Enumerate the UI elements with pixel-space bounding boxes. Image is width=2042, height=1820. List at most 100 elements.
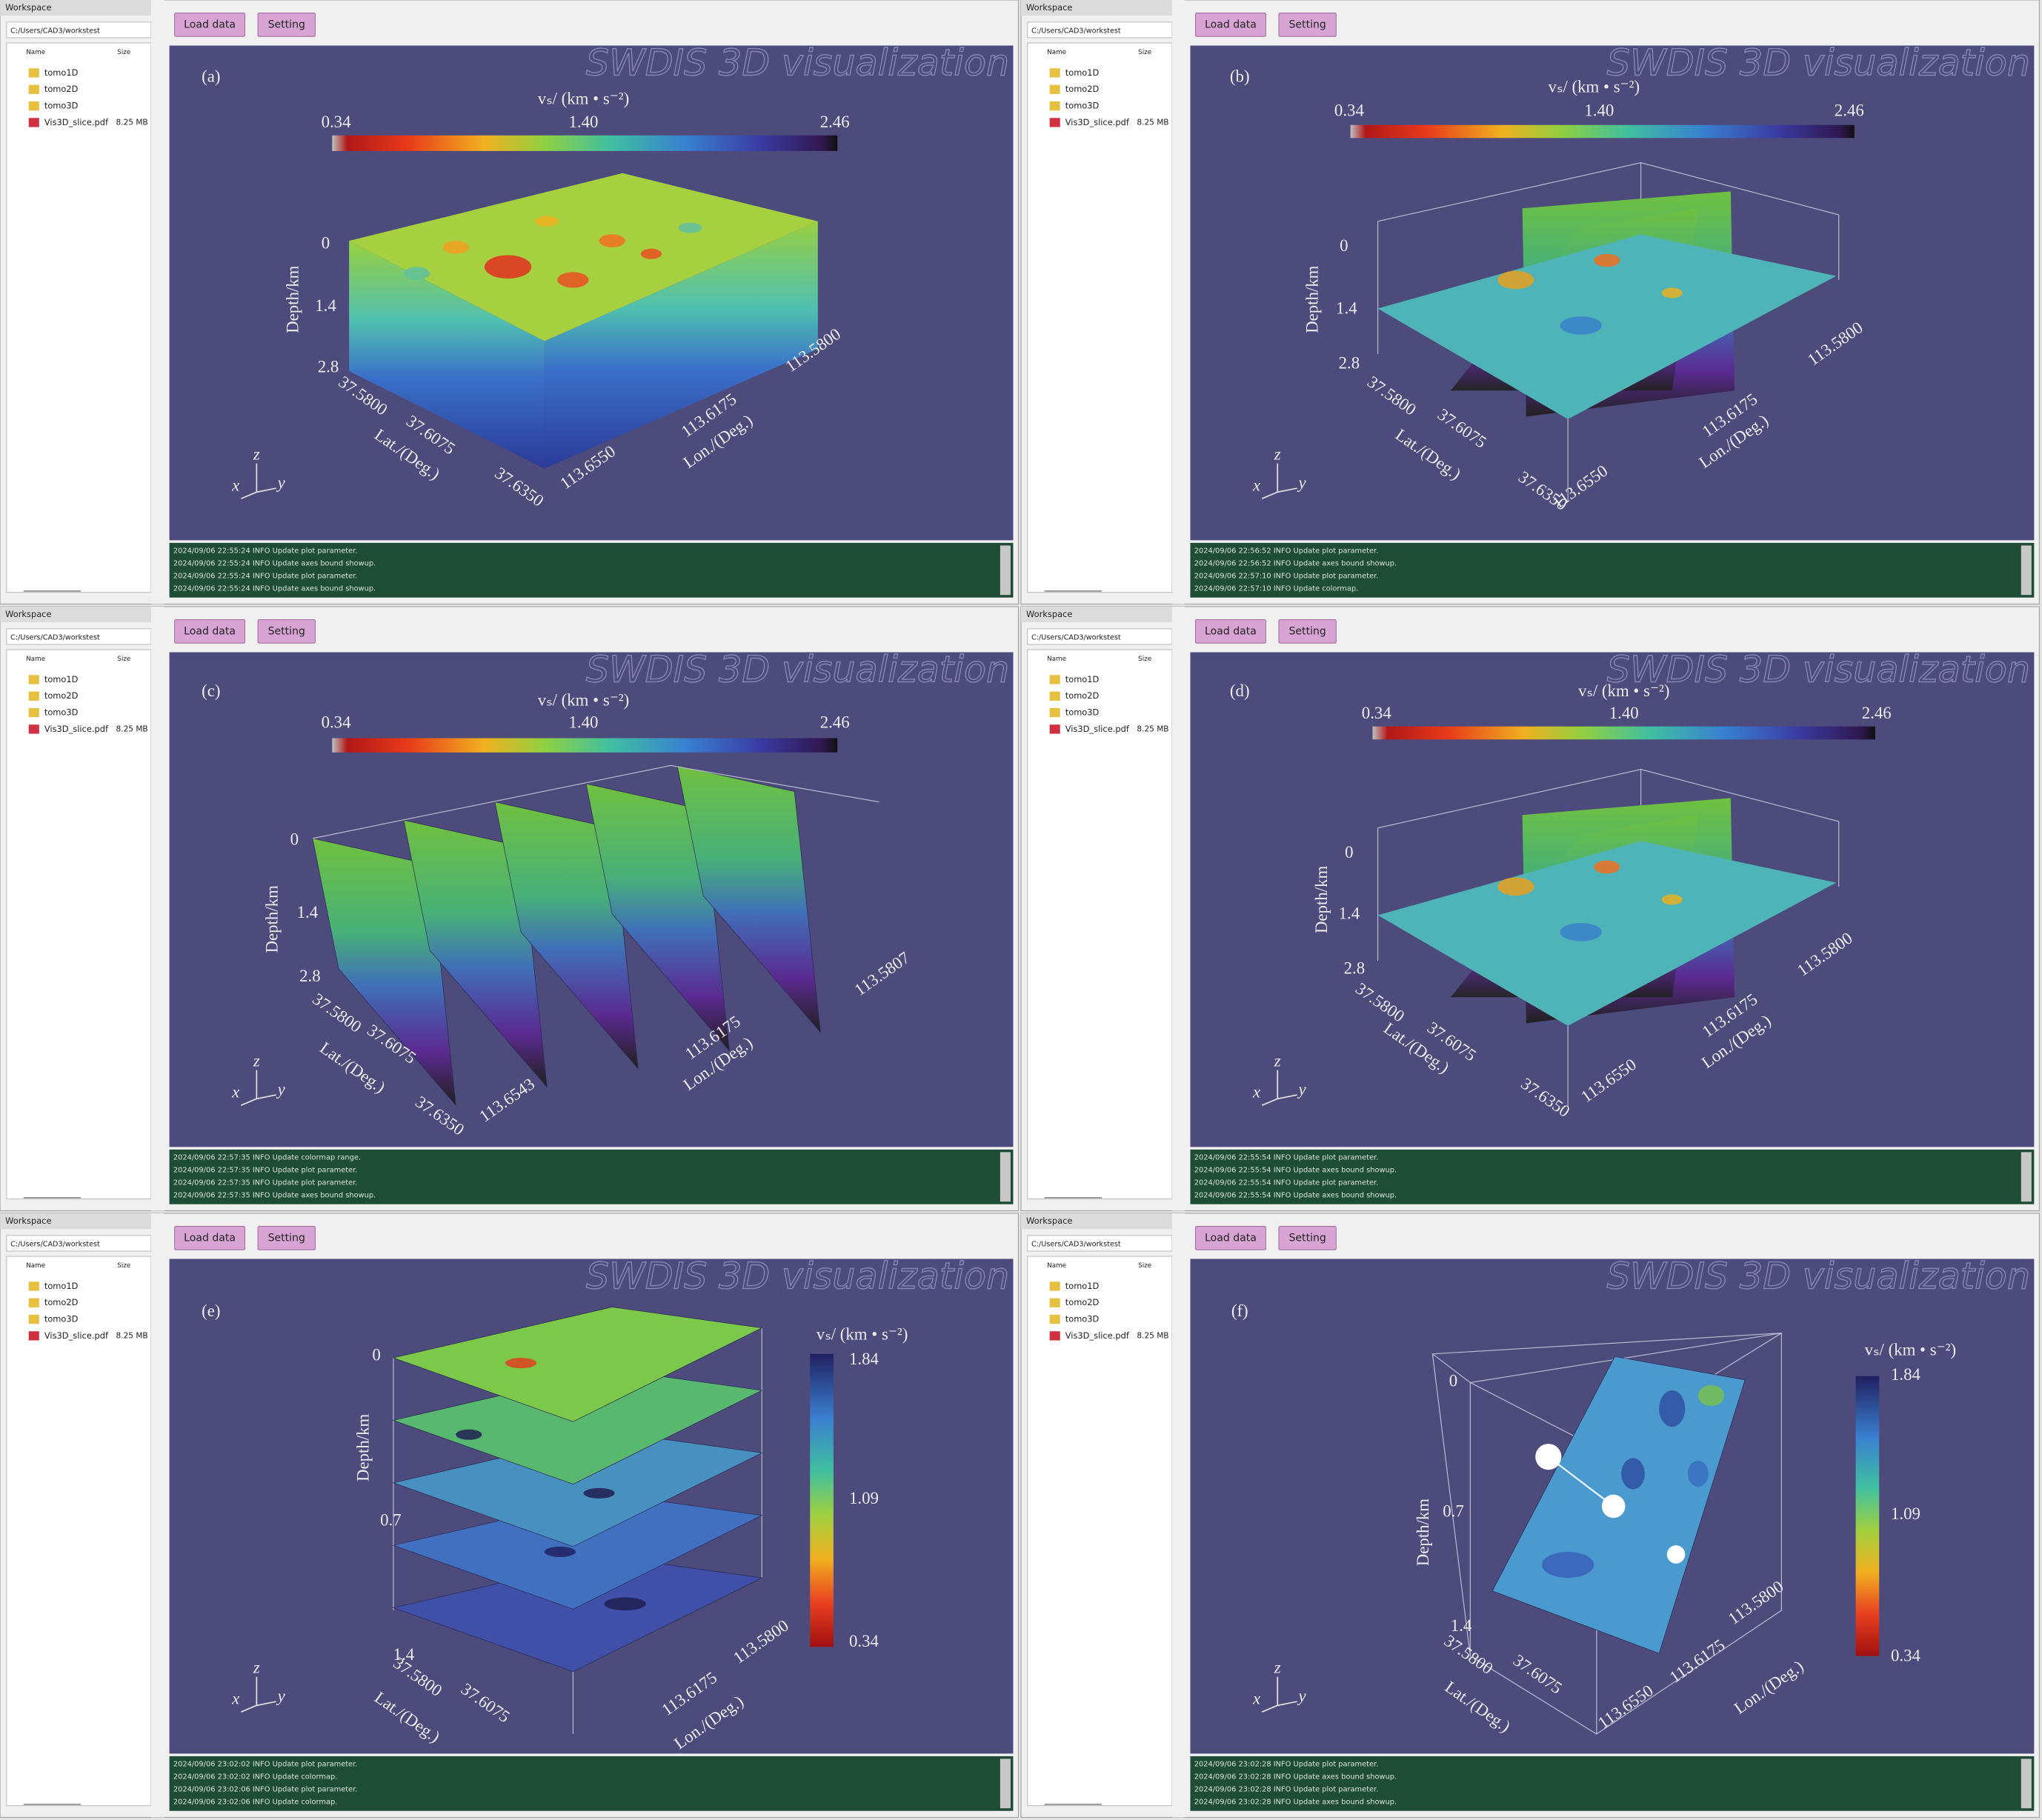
tree-item[interactable]: tomo1D <box>1065 1281 1100 1291</box>
file-tree <box>1027 42 1173 593</box>
toolbar-button[interactable] <box>257 13 316 37</box>
depth-tick-label: 2.8 <box>1339 353 1360 372</box>
triad-label: y <box>1297 1080 1307 1099</box>
folder-icon <box>28 1314 39 1324</box>
file-tree <box>6 1256 152 1807</box>
depth-tick-label: 0 <box>290 830 299 849</box>
tree-item[interactable]: tomo1D <box>1065 67 1100 78</box>
tree-item[interactable]: tomo1D <box>1065 674 1100 684</box>
workspace-title: Workspace <box>5 2 51 13</box>
tree-item[interactable]: Vis3D_slice.pdf <box>44 724 109 734</box>
tree-item[interactable]: tomo2D <box>1065 690 1100 701</box>
toolbar-button[interactable] <box>1278 13 1337 37</box>
toolbar-button-label[interactable]: Setting <box>268 19 305 30</box>
toolbar-button[interactable] <box>257 619 316 644</box>
tree-item[interactable]: tomo2D <box>44 84 79 94</box>
toolbar-button-label[interactable]: Setting <box>268 1232 305 1244</box>
colorbar-tick-label: 1.40 <box>568 113 598 131</box>
tree-item[interactable]: Vis3D_slice.pdf <box>1065 117 1130 127</box>
toolbar-button[interactable] <box>1194 13 1266 37</box>
panel-label: (e) <box>202 1301 220 1320</box>
colorbar-tick-label: 0.34 <box>849 1632 879 1650</box>
toolbar-button[interactable] <box>1278 619 1337 644</box>
log-console <box>169 542 1014 598</box>
tree-item[interactable]: tomo2D <box>44 690 79 701</box>
tree-item[interactable]: tomo3D <box>1065 101 1100 111</box>
tree-item[interactable]: tomo2D <box>44 1297 79 1307</box>
triad-y <box>256 1701 276 1707</box>
toolbar-button-label[interactable]: Setting <box>1289 1232 1326 1244</box>
tree-item[interactable]: Vis3D_slice.pdf <box>44 117 109 127</box>
anomaly <box>1621 1458 1645 1490</box>
file-icon <box>28 724 39 734</box>
watermark: SWDIS 3D visualization <box>586 41 1009 84</box>
triad-label: y <box>1297 473 1307 492</box>
toolbar-button[interactable] <box>257 1226 316 1250</box>
tree-item-size: 8.25 MB <box>1137 724 1168 733</box>
tree-item[interactable]: tomo3D <box>44 101 79 111</box>
toolbar-button[interactable] <box>174 619 246 644</box>
workspace-path: C:/Users/CAD3/workstest <box>10 633 100 641</box>
tree-item-size: 8.25 MB <box>1137 1331 1168 1340</box>
panel-label: (a) <box>202 67 220 86</box>
anomaly <box>1687 1460 1709 1487</box>
colorbar-tick-label: 0.34 <box>1891 1647 1921 1665</box>
toolbar-button[interactable] <box>174 13 246 37</box>
log-line: 2024/09/06 22:55:54 INFO Update axes bou… <box>1194 1192 1397 1200</box>
anomaly <box>544 1546 576 1557</box>
toolbar-button[interactable] <box>1278 1226 1337 1250</box>
folder-icon <box>1049 707 1060 718</box>
anomaly <box>678 222 702 233</box>
folder-icon <box>28 675 39 684</box>
tree-item[interactable]: tomo1D <box>44 1281 79 1291</box>
log-line: 2024/09/06 22:55:24 INFO Update plot par… <box>173 547 358 555</box>
tree-item[interactable]: tomo3D <box>1065 707 1100 718</box>
toolbar-button-label[interactable]: Load data <box>1205 19 1257 30</box>
anomaly <box>583 1487 615 1499</box>
toolbar-button[interactable] <box>1194 619 1266 644</box>
tree-item[interactable]: tomo1D <box>44 674 79 684</box>
log-line: 2024/09/06 22:57:10 INFO Update plot par… <box>1194 573 1379 581</box>
depth-axis-title: Depth/km <box>353 1413 372 1481</box>
model-left-face <box>349 241 545 469</box>
toolbar-button-label[interactable]: Setting <box>1289 19 1326 30</box>
log-line: 2024/09/06 22:57:35 INFO Update plot par… <box>173 1166 358 1174</box>
anomaly <box>1542 1551 1594 1579</box>
toolbar-button-label[interactable]: Load data <box>184 1232 236 1244</box>
depth-tick-label: 0 <box>1449 1372 1457 1390</box>
log-line: 2024/09/06 22:56:52 INFO Update plot par… <box>1194 547 1379 555</box>
tree-item-size: 8.25 MB <box>1137 118 1168 127</box>
tree-item[interactable]: tomo3D <box>44 1314 79 1324</box>
anomaly <box>1594 253 1620 267</box>
tree-item-size: 8.25 MB <box>116 118 148 127</box>
tree-item[interactable]: Vis3D_slice.pdf <box>44 1330 109 1341</box>
toolbar-button-label[interactable]: Setting <box>268 625 305 637</box>
tree-item[interactable]: Vis3D_slice.pdf <box>1065 1330 1130 1341</box>
anomaly <box>403 267 430 280</box>
workspace-header <box>1021 0 1177 16</box>
marker-sphere <box>1666 1545 1686 1564</box>
tree-item[interactable]: tomo2D <box>1065 84 1100 94</box>
depth-tick-label: 1.4 <box>1451 1616 1472 1635</box>
log-line: 2024/09/06 23:02:02 INFO Update colormap… <box>173 1773 338 1781</box>
log-line: 2024/09/06 23:02:28 INFO Update plot par… <box>1194 1760 1379 1768</box>
tree-item[interactable]: Vis3D_slice.pdf <box>1065 724 1130 734</box>
folder-icon <box>28 707 39 718</box>
tree-item[interactable]: tomo1D <box>44 67 79 78</box>
toolbar-button[interactable] <box>174 1226 246 1250</box>
tree-item[interactable]: tomo3D <box>44 707 79 718</box>
watermark: SWDIS 3D visualization <box>1607 1254 2030 1297</box>
tree-item[interactable]: tomo3D <box>1065 1314 1100 1324</box>
toolbar-button-label[interactable]: Load data <box>1205 1232 1257 1244</box>
toolbar-button-label[interactable]: Setting <box>1289 625 1326 637</box>
toolbar-button-label[interactable]: Load data <box>1205 625 1257 637</box>
tree-column-header: Name <box>1047 656 1066 663</box>
folder-icon <box>1049 84 1060 94</box>
toolbar-button[interactable] <box>1194 1226 1266 1250</box>
toolbar-button-label[interactable]: Load data <box>184 19 236 30</box>
depth-slice <box>392 1307 763 1422</box>
tree-item[interactable]: tomo2D <box>1065 1297 1100 1307</box>
toolbar-button-label[interactable]: Load data <box>184 625 236 637</box>
log-line: 2024/09/06 22:55:24 INFO Update plot par… <box>173 573 358 581</box>
